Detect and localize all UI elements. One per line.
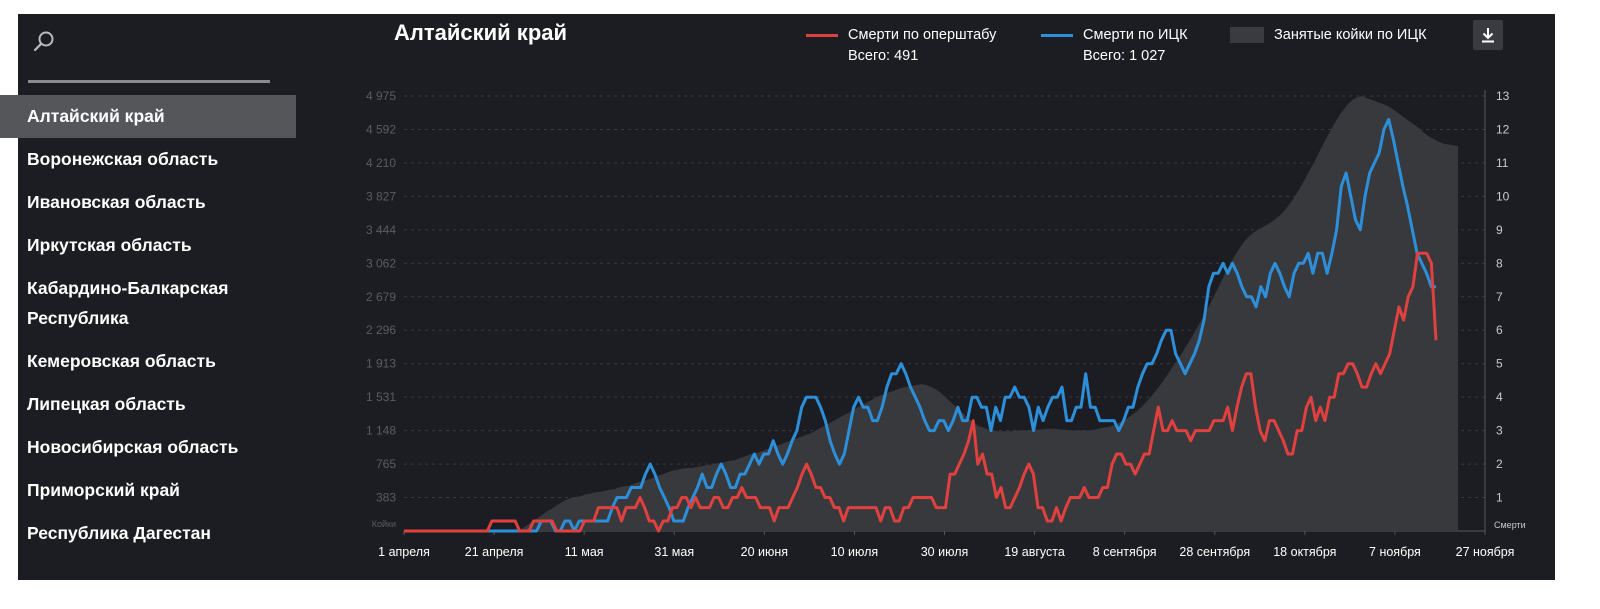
sidebar-item-novosibirsk[interactable]: Новосибирская область	[27, 437, 239, 457]
right-axis-tick-label: 3	[1496, 424, 1503, 438]
download-icon	[1482, 28, 1494, 43]
sidebar-item-dagestan[interactable]: Республика Дагестан	[27, 523, 211, 543]
x-axis-tick-label: 20 июня	[741, 545, 788, 559]
legend-total: Всего: 491	[848, 48, 919, 64]
left-axis-tick-label: 4 592	[366, 122, 396, 136]
right-axis-tick-label: 12	[1496, 122, 1510, 136]
sidebar-item-voronezh[interactable]: Воронежская область	[27, 149, 219, 169]
right-axis-tick-label: 8	[1496, 256, 1503, 270]
left-axis-tick-label: 1 148	[366, 424, 396, 438]
legend-swatch-blue	[1041, 33, 1073, 37]
sidebar-item-irkutsk[interactable]: Иркутская область	[27, 235, 192, 255]
x-axis-tick-label: 7 ноября	[1369, 545, 1421, 559]
right-axis-tick-label: 7	[1496, 290, 1503, 304]
legend-swatch-area	[1230, 27, 1264, 43]
left-axis-tick-label: 1 531	[366, 390, 396, 404]
sidebar: Алтайский край Воронежская область Ивано…	[0, 95, 296, 555]
left-axis-tick-label: 383	[376, 491, 396, 505]
left-axis-tick-label: 4 210	[366, 156, 396, 170]
x-axis-tick-label: 18 октября	[1273, 545, 1336, 559]
right-axis-tick-label: 10	[1496, 189, 1510, 203]
right-axis-label: Смерти	[1494, 520, 1526, 530]
right-axis-tick-label: 4	[1496, 390, 1503, 404]
left-axis-tick-label: 4 975	[366, 89, 396, 103]
legend-item-operational-deaths[interactable]: Смерти по оперштабу Всего: 491	[806, 25, 996, 64]
sidebar-item-altai[interactable]: Алтайский край	[0, 95, 296, 138]
x-axis-tick-label: 8 сентября	[1093, 545, 1157, 559]
sidebar-item-ivanovo[interactable]: Ивановская область	[27, 192, 206, 212]
right-axis-tick-label: 2	[1496, 457, 1503, 471]
x-axis-tick-label: 21 апреля	[465, 545, 524, 559]
sidebar-item-lipetsk[interactable]: Липецкая область	[27, 394, 186, 414]
x-axis-tick-label: 27 ноября	[1456, 545, 1515, 559]
x-axis-tick-label: 31 мая	[654, 545, 694, 559]
legend-item-itsk-deaths[interactable]: Смерти по ИЦК Всего: 1 027	[1041, 25, 1188, 64]
legend-label: Смерти по оперштабу	[848, 27, 997, 43]
left-axis-tick-label: 765	[376, 457, 396, 471]
left-axis-tick-label: 2 679	[366, 290, 396, 304]
chart-title: Алтайский край	[394, 20, 568, 45]
right-axis-tick-label: 1	[1496, 491, 1503, 505]
left-axis-tick-label: 1 913	[366, 357, 396, 371]
legend-total: Всего: 1 027	[1083, 48, 1166, 64]
legend-item-beds[interactable]: Занятые койки по ИЦК	[1230, 25, 1427, 45]
right-axis-tick-label: 13	[1496, 89, 1510, 103]
left-axis-tick-label: 3 827	[366, 189, 396, 203]
x-axis-tick-label: 10 июля	[831, 545, 879, 559]
series-area-beds	[404, 96, 1458, 531]
sidebar-item-kabardino-balkaria[interactable]: Кабардино-Балкарская Республика	[27, 278, 229, 328]
x-axis-tick-label: 11 мая	[565, 545, 604, 559]
left-axis-tick-label: 2 296	[366, 323, 396, 337]
series-line-itsk-deaths	[404, 117, 1436, 533]
right-axis-tick-label: 5	[1496, 357, 1503, 371]
x-axis-tick-label: 30 июля	[921, 545, 969, 559]
left-axis-label: Койки	[372, 519, 396, 529]
legend-label: Занятые койки по ИЦК	[1274, 27, 1427, 43]
sidebar-item-primorsky[interactable]: Приморский край	[27, 480, 180, 500]
legend-label: Смерти по ИЦК	[1083, 27, 1188, 43]
x-axis-tick-label: 19 августа	[1004, 545, 1064, 559]
right-axis-tick-label: 9	[1496, 223, 1503, 237]
search-icon[interactable]	[32, 30, 56, 54]
download-button[interactable]	[1473, 20, 1503, 50]
sidebar-item-kemerovo[interactable]: Кемеровская область	[27, 351, 216, 371]
x-axis-tick-label: 1 апреля	[378, 545, 430, 559]
series-line-operational-deaths	[404, 251, 1438, 533]
legend-swatch-red	[806, 33, 838, 37]
search-underline	[28, 80, 270, 83]
x-axis-tick-label: 28 сентября	[1179, 545, 1250, 559]
right-axis-tick-label: 6	[1496, 323, 1503, 337]
left-axis-tick-label: 3 062	[366, 256, 396, 270]
right-axis-tick-label: 11	[1496, 156, 1509, 170]
left-axis-tick-label: 3 444	[366, 223, 396, 237]
